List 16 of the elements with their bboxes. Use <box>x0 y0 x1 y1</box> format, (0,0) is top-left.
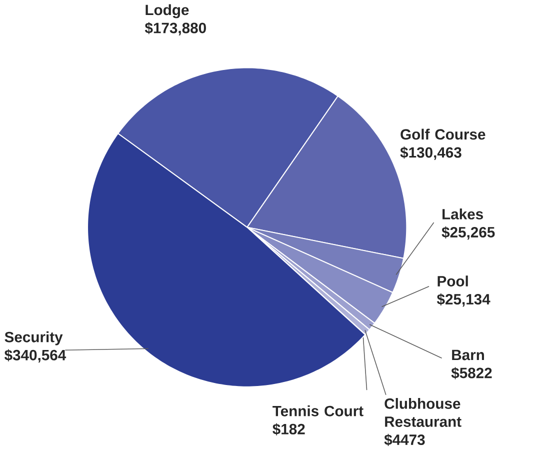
slice-label: Barn <box>452 350 484 360</box>
data-label: $340,564 <box>4 349 66 362</box>
slice-label: Lodge <box>146 4 189 18</box>
data-label: $25,134 <box>436 293 490 307</box>
slice-label: Pool <box>438 275 468 286</box>
data-label: $5822 <box>451 366 492 380</box>
slice-label: Tennis Court <box>272 405 364 416</box>
data-label: $182 <box>272 423 305 436</box>
slice-label: Golf Course <box>400 128 486 140</box>
data-label: $25,265 <box>442 226 495 240</box>
slice-label: Security <box>4 331 63 346</box>
data-label: $130,463 <box>400 146 462 160</box>
slice-label: Clubhouse Restaurant <box>384 398 462 427</box>
data-label: $173,880 <box>144 22 206 36</box>
data-label: $4473 <box>384 434 425 446</box>
slice-label: Lakes <box>442 208 483 220</box>
